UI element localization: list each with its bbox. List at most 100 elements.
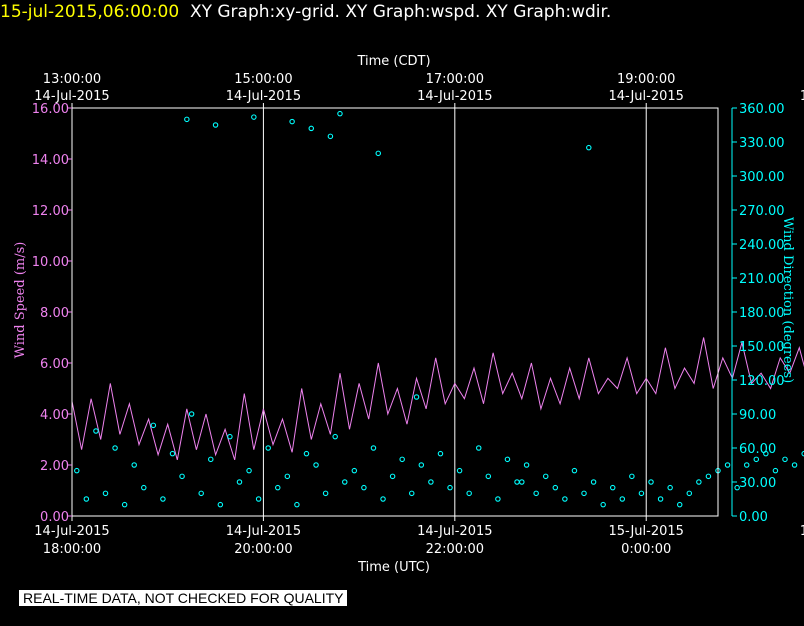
wind-direction-point [327,133,334,140]
wind-direction-point [150,422,157,429]
wind-direction-point [337,110,343,117]
wind-direction-point [179,473,185,480]
bottom-tick-time: 22:00:00 [426,542,484,557]
graph-header: 15-jul-2015,06:00:00 XY Graph:xy-grid. X… [0,2,611,24]
left-tick-label: 8.00 [40,306,69,321]
wind-direction-point [437,450,444,457]
wind-direction-point [217,501,224,508]
wind-direction-point [590,479,597,485]
wind-direction-point [619,496,626,502]
wind-direction-point [284,473,291,480]
wind-direction-point [160,496,166,502]
wind-direction-point [696,479,702,485]
wind-speed-line [71,337,804,461]
wind-direction-point [485,473,492,480]
wind-direction-point [772,467,779,474]
wind-direction-point [251,114,257,120]
bottom-tick-date: 14-Jul-2015 [226,524,301,539]
bottom-tick-date: 14-Jul-2015 [417,524,492,539]
wind-direction-point [198,490,204,497]
left-tick-label: 2.00 [40,459,69,474]
top-axis-title: Time (CDT) [356,54,430,69]
wind-direction-point [361,484,367,491]
wind-direction-point [370,445,377,451]
wind-direction-point [141,484,147,491]
top-tick-time: 17:00:00 [426,72,484,87]
wind-direction-point [208,456,214,463]
top-tick-date: 14-Jul-2015 [800,89,804,104]
left-tick-label: 14.00 [32,153,69,168]
wind-direction-point [724,462,731,468]
top-tick-date: 14-Jul-2015 [417,89,492,104]
right-tick-label: 180.00 [739,306,785,321]
wind-direction-point [648,479,654,485]
wind-direction-point [676,501,683,508]
wind-direction-point [581,490,587,497]
label-layer: Time (CDT) Time (UTC) Wind Speed (m/s) W… [13,54,804,575]
left-tick-label: 6.00 [40,357,69,372]
quality-disclaimer: REAL-TIME DATA, NOT CHECKED FOR QUALITY [19,590,348,606]
wind-speed-series [71,337,804,461]
wind-direction-point [121,501,128,508]
bottom-tick-date: 15-Jul-2015 [800,524,804,539]
right-tick-label: 210.00 [739,272,785,287]
wind-direction-point [705,473,712,480]
wind-direction-point [562,496,568,502]
wind-direction-point [308,125,315,132]
wind-direction-point [246,467,252,474]
left-tick-label: 4.00 [40,408,69,423]
wind-direction-point [504,456,511,463]
wind-direction-point [112,445,118,451]
bottom-tick-date: 14-Jul-2015 [34,524,109,539]
wind-direction-point [169,450,176,457]
wind-direction-point [523,462,530,468]
wind-direction-point [74,467,80,474]
wind-direction-point [466,490,472,497]
wind-direction-point [456,467,463,474]
wind-direction-point [322,490,329,497]
right-tick-label: 120.00 [739,374,785,389]
wind-direction-point [131,462,137,468]
wind-direction-point [514,479,520,485]
wind-direction-point [375,150,382,157]
wind-direction-point [236,479,243,485]
wind-direction-point [102,490,109,497]
wind-direction-point [763,450,769,457]
wind-direction-point [447,484,453,491]
wind-direction-point [83,496,90,502]
wind-direction-point [638,490,645,497]
wind-direction-point [686,490,693,497]
wind-direction-point [753,456,760,463]
wind-direction-point [586,144,592,151]
wind-direction-point [294,501,300,508]
wind-direction-point [667,484,673,491]
wind-direction-point [184,116,190,123]
bottom-tick-time: 20:00:00 [234,542,292,557]
right-tick-label: 240.00 [739,238,785,253]
left-tick-label: 10.00 [32,255,69,270]
wind-direction-point [734,484,740,491]
wind-direction-point [571,467,578,474]
header-timestamp: 15-jul-2015,06:00:00 [0,2,180,22]
right-tick-label: 90.00 [739,408,776,423]
wind-direction-point [188,411,195,417]
bottom-tick-time: 0:00:00 [621,542,671,557]
left-tick-label: 16.00 [32,102,69,117]
wind-direction-point [629,473,635,480]
right-tick-label: 0.00 [739,510,768,525]
wind-direction-point [542,473,549,480]
right-tick-label: 360.00 [739,102,785,117]
wind-direction-point [801,450,804,457]
right-tick-label: 270.00 [739,204,785,219]
wind-direction-point [265,445,271,451]
right-tick-label: 330.00 [739,136,785,151]
wind-direction-point [399,456,405,463]
wind-direction-point [255,496,262,502]
wind-direction-point [495,496,501,502]
right-axis-title: Wind Direction (degrees) [780,217,795,383]
wind-direction-point [332,433,338,440]
top-tick-date: 14-Jul-2015 [226,89,301,104]
wind-direction-point [212,122,219,128]
wind-direction-point [600,501,606,508]
